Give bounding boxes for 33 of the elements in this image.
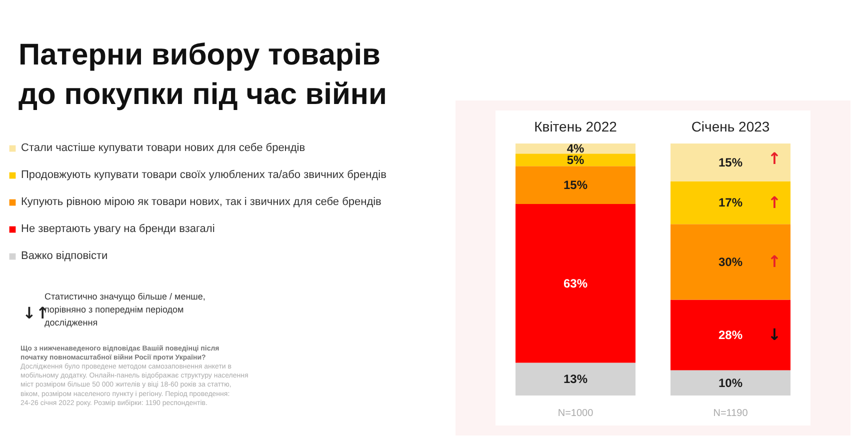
bar bbox=[516, 204, 636, 363]
data-label: 28% bbox=[718, 328, 743, 342]
data-label: 15% bbox=[718, 155, 743, 170]
data-label: 63% bbox=[563, 276, 588, 290]
text: Патерни вибору товарів до покупки під час війни bbox=[18, 38, 387, 112]
data-label: 13% bbox=[563, 372, 588, 386]
legend-label: Купують рівною мірою як товари нових, так і звичних для себе брендів bbox=[21, 195, 382, 209]
text: N=1190 bbox=[713, 408, 748, 419]
bar bbox=[670, 370, 790, 396]
legend-label: Не звертають увагу на бренди взагалі bbox=[21, 222, 215, 236]
bar bbox=[670, 224, 790, 300]
data-label: 30% bbox=[718, 254, 743, 269]
text: Статистично значущо більше / менше, порівняно з попереднім періодом дослідження bbox=[44, 292, 206, 328]
data-label: 10% bbox=[718, 376, 743, 390]
annotation: ↑ bbox=[768, 149, 782, 168]
x-tick-label: Квітень 2022 bbox=[534, 118, 618, 134]
annotation: ↑ bbox=[768, 252, 782, 271]
data-label: 15% bbox=[563, 178, 588, 192]
legend-label: Важко відповісти bbox=[21, 249, 108, 263]
data-label: 17% bbox=[718, 196, 743, 210]
bar bbox=[670, 144, 790, 182]
bar bbox=[516, 362, 636, 396]
legend-label: Продовжують купувати товари своїх улюблених та/або звичних брендів bbox=[21, 168, 386, 182]
bar bbox=[516, 144, 636, 154]
bar bbox=[516, 166, 636, 204]
bar bbox=[670, 300, 790, 370]
x-tick-label: Січень 2023 bbox=[691, 118, 770, 134]
annotation: ↓ bbox=[768, 325, 782, 344]
annotation: ↑ bbox=[768, 193, 782, 212]
bar bbox=[670, 181, 790, 224]
text: N=1000 bbox=[558, 408, 594, 419]
bar bbox=[516, 154, 636, 166]
legend-label: Стали частіше купувати товари нових для себе брендів bbox=[21, 141, 306, 155]
